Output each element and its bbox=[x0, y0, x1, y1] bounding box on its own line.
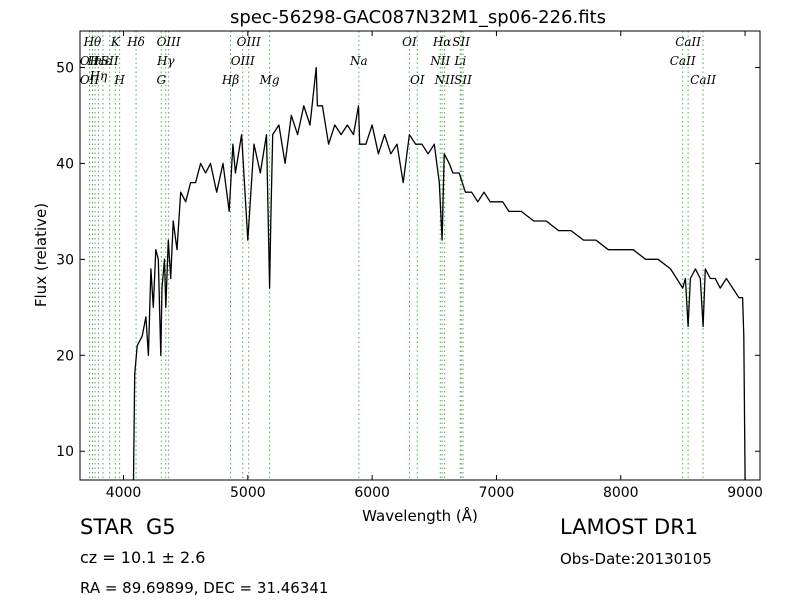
y-tick-label-30: 30 bbox=[56, 252, 74, 268]
line-label-23: Li bbox=[453, 54, 466, 68]
y-tick-label-10: 10 bbox=[56, 444, 74, 460]
line-label-6: SII bbox=[101, 54, 119, 68]
line-label-12: OIII bbox=[157, 35, 181, 49]
x-tick-label-7000: 7000 bbox=[479, 485, 515, 501]
line-label-3: Hι bbox=[86, 54, 102, 68]
line-label-21: Hα bbox=[432, 35, 452, 49]
plot-frame bbox=[79, 30, 761, 481]
chart-title: spec-56298-GAC087N32M1_sp06-226.fits bbox=[230, 7, 606, 28]
x-axis: 4000 5000 6000 7000 8000 9000 bbox=[106, 31, 763, 501]
line-label-2: Hθ bbox=[83, 35, 102, 49]
line-label-8: H bbox=[113, 73, 125, 87]
object-class: STAR bbox=[80, 515, 134, 539]
x-axis-label: Wavelength (Å) bbox=[362, 506, 478, 525]
line-label-24: SII bbox=[452, 35, 470, 49]
y-axis-label: Flux (relative) bbox=[32, 203, 50, 307]
line-label-5: Hε bbox=[94, 54, 112, 68]
y-tick-label-20: 20 bbox=[56, 348, 74, 364]
line-label-25: SII bbox=[454, 73, 472, 87]
line-label-7: K bbox=[110, 35, 121, 49]
object-subclass: G5 bbox=[146, 515, 176, 539]
y-axis: 10 20 30 40 50 bbox=[56, 60, 760, 460]
line-label-4: Hη bbox=[89, 69, 108, 83]
line-label-16: Mg bbox=[259, 73, 280, 87]
line-label-13: Hβ bbox=[221, 73, 239, 87]
line-label-10: G bbox=[157, 73, 167, 87]
x-tick-label-6000: 6000 bbox=[354, 485, 390, 501]
spectral-line-markers bbox=[89, 31, 704, 480]
line-label-1: OII bbox=[80, 73, 100, 87]
x-tick-label-4000: 4000 bbox=[106, 485, 142, 501]
line-label-27: CaII bbox=[675, 35, 701, 49]
x-tick-label-8000: 8000 bbox=[603, 485, 639, 501]
line-label-0: OII bbox=[80, 54, 100, 68]
line-label-20: NII bbox=[429, 54, 450, 68]
coordinates-text: RA = 89.69899, DEC = 31.46341 bbox=[80, 579, 329, 597]
y-tick-label-40: 40 bbox=[56, 156, 74, 172]
series-line-0 bbox=[132, 66, 746, 481]
line-label-22: NII bbox=[434, 73, 455, 87]
x-tick-label-5000: 5000 bbox=[230, 485, 266, 501]
line-label-11: Hγ bbox=[156, 54, 175, 68]
survey-name: LAMOST DR1 bbox=[560, 515, 699, 539]
spectral-line-labels: OIIOIIHθHιHηHεSIIKHHδGHγOIIIHβOIIIOIIIMg… bbox=[80, 35, 716, 87]
line-label-17: Na bbox=[349, 54, 368, 68]
line-label-28: CaII bbox=[690, 73, 716, 87]
line-label-26: CaII bbox=[670, 54, 696, 68]
line-label-15: OIII bbox=[237, 35, 261, 49]
x-tick-label-9000: 9000 bbox=[727, 485, 763, 501]
observation-date: Obs-Date:20130105 bbox=[560, 550, 712, 568]
line-label-19: OI bbox=[410, 73, 425, 87]
redshift-text: cz = 10.1 ± 2.6 bbox=[80, 548, 206, 567]
spectrum-series bbox=[132, 66, 746, 481]
line-label-14: OIII bbox=[231, 54, 255, 68]
y-tick-label-50: 50 bbox=[56, 60, 74, 76]
line-label-9: Hδ bbox=[126, 35, 145, 49]
line-label-18: OI bbox=[402, 35, 417, 49]
